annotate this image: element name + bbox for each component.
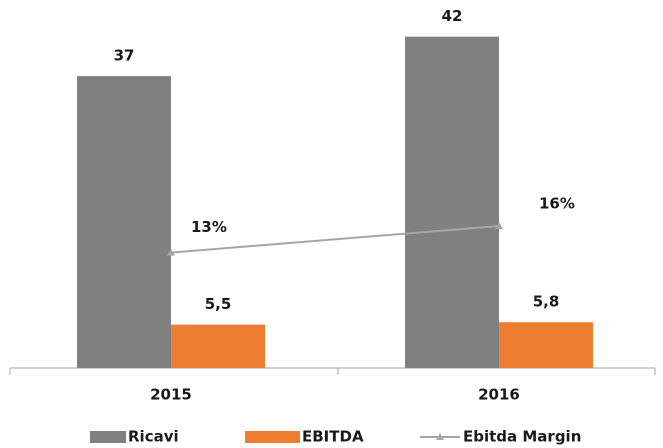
x-tick-label: 2015	[150, 386, 192, 404]
bar	[405, 36, 499, 369]
data-label: 37	[114, 47, 135, 65]
bar	[171, 324, 265, 368]
legend-label: Ricavi	[128, 428, 179, 446]
data-label: 5,8	[533, 293, 560, 311]
line-marker	[495, 222, 503, 229]
legend-swatch	[90, 431, 126, 443]
x-tick-label: 2016	[478, 386, 520, 404]
data-label: 5,5	[205, 295, 232, 313]
bar	[77, 76, 171, 368]
legend-swatch	[245, 431, 300, 443]
legend-label: Ebitda Margin	[463, 428, 581, 446]
data-label: 42	[442, 7, 463, 25]
bar	[499, 322, 593, 368]
line-marker	[167, 248, 175, 256]
legend-marker	[436, 433, 444, 440]
data-label: 16%	[539, 195, 575, 213]
legend-label: EBITDA	[302, 428, 364, 446]
line	[170, 225, 500, 254]
data-label: 13%	[191, 218, 227, 236]
